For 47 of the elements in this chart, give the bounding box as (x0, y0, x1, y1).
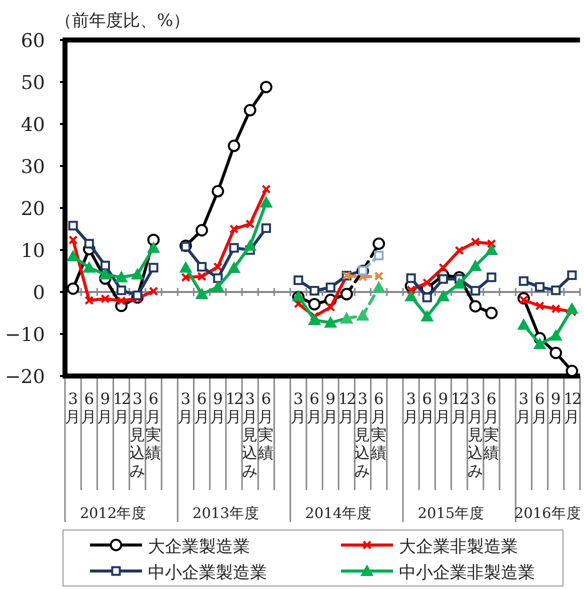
x-tick-label: 6月 (194, 390, 210, 426)
x-tick-label: 6月 (532, 390, 548, 426)
y-tick-label: 50 (20, 72, 45, 94)
y-axis-title: （前年度比、%） (55, 11, 190, 31)
x-tick-label: 9月 (435, 390, 452, 426)
text: 2015年度 (418, 505, 485, 522)
text: 2016年度 (514, 505, 582, 522)
x-tick-label: 9月 (548, 390, 564, 426)
x-tick-label: 3月見込み (242, 390, 258, 480)
x-tick-label: 9月 (97, 390, 114, 426)
x-tick-label: 6月実績 (144, 390, 162, 462)
x-tick-label: 6月実績 (370, 390, 387, 462)
x-tick-label: 6月 (81, 390, 98, 426)
y-tick-label: −10 (4, 324, 45, 346)
y-tick-label: 20 (20, 198, 45, 220)
x-tick-label: 3月見込み (354, 390, 371, 480)
x-tick-label: 3月見込み (467, 390, 484, 480)
x-tick-label: 9月 (322, 390, 339, 426)
legend-label: 大企業非製造業 (399, 537, 518, 557)
x-tick-label: 12月 (450, 390, 468, 426)
text: 2014年度 (305, 505, 372, 522)
y-tick-label: 60 (20, 30, 45, 52)
y-tick-label: −20 (4, 366, 45, 388)
x-tick-label: 3月 (403, 390, 420, 426)
x-tick-label: 12月 (564, 390, 581, 426)
x-tick-label: 6月 (419, 390, 436, 426)
legend-label: 中小企業非製造業 (399, 563, 535, 583)
x-tick-label: 3月 (178, 390, 194, 426)
x-tick-label: 3月 (516, 390, 532, 426)
x-tick-label: 12月 (226, 390, 243, 426)
y-tick-label: 10 (20, 240, 45, 262)
x-tick-label: 6月実績 (257, 390, 274, 462)
x-tick-label: 12月 (338, 390, 356, 426)
x-tick-label: 3月見込み (129, 390, 146, 480)
x-tick-label: 9月 (210, 390, 226, 426)
text: 2013年度 (192, 505, 260, 522)
y-tick-label: 0 (32, 282, 45, 304)
x-tick-label: 3月 (65, 390, 82, 426)
text: 2012年度 (80, 505, 147, 522)
y-tick-label: 30 (20, 156, 45, 178)
x-tick-label: 6月実績 (482, 390, 500, 462)
x-tick-label: 3月 (290, 390, 306, 426)
legend-label: 中小企業製造業 (148, 563, 267, 583)
y-tick-label: 40 (20, 114, 45, 136)
legend-label: 大企業製造業 (148, 537, 250, 557)
x-tick-label: 12月 (112, 390, 130, 426)
x-tick-label: 6月 (306, 390, 322, 426)
